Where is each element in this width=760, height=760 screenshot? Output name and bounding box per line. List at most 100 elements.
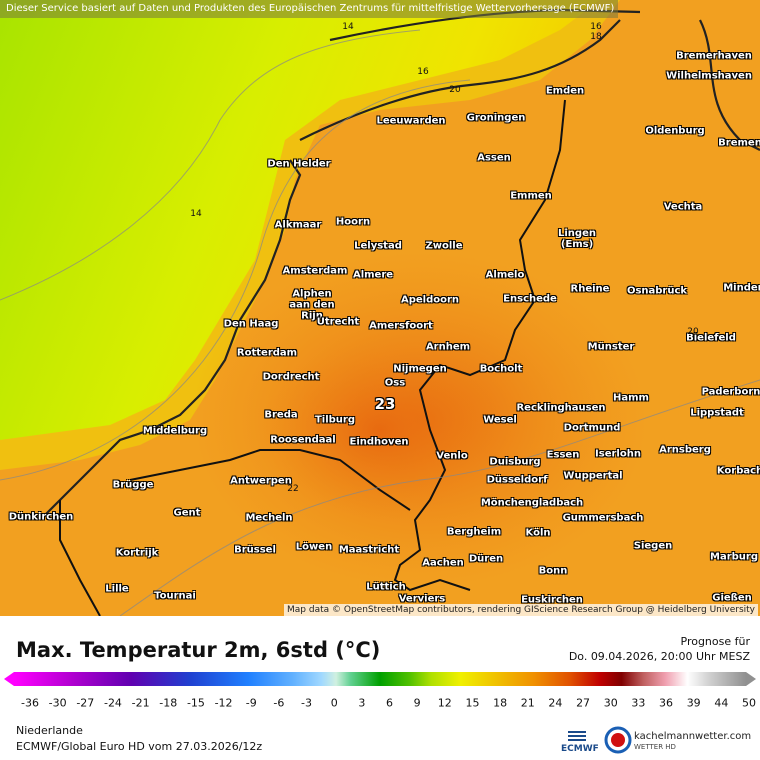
city-label: Den Haag	[223, 318, 279, 330]
colorbar-tick-label: 33	[631, 696, 646, 710]
city-label: Venlo	[436, 450, 468, 462]
colorbar-tick-label: 50	[742, 696, 756, 710]
contour-label: 14	[190, 209, 202, 219]
city-label: Siegen	[633, 540, 673, 552]
city-label: Münster	[587, 341, 635, 353]
forecast-label: Prognose für	[680, 635, 751, 648]
city-label: Almelo	[485, 269, 525, 281]
colorbar-tick-label: -21	[131, 696, 150, 710]
city-label: Wuppertal	[563, 470, 623, 482]
colorbar-tick-label: 15	[465, 696, 480, 710]
city-label: Emden	[545, 85, 585, 97]
colorbar-tick-label: 12	[437, 696, 452, 710]
city-label: Kortrijk	[115, 547, 159, 559]
city-label: Mönchengladbach	[480, 497, 584, 509]
city-label: Oss	[384, 377, 406, 389]
forecast-time: Do. 09.04.2026, 20:00 Uhr MESZ	[568, 650, 750, 663]
city-label: Alphen aan den Rijn	[289, 288, 335, 322]
city-label: Essen	[546, 449, 580, 461]
city-label: Amersfoort	[369, 320, 433, 332]
city-label: Düren	[468, 553, 504, 565]
city-label: Löwen	[295, 541, 333, 553]
city-label: Recklinghausen	[516, 402, 606, 414]
city-label: Hamm	[613, 392, 649, 404]
city-label: Gummersbach	[562, 512, 644, 524]
map-canvas	[0, 0, 760, 616]
colorbar	[14, 672, 746, 686]
city-label: Roosendaal	[270, 434, 336, 446]
city-label: Lüttich	[366, 581, 406, 593]
colorbar-tick-label: 44	[714, 696, 729, 710]
ecmwf-logo: ECMWF	[561, 744, 599, 754]
city-label: Breda	[264, 409, 298, 421]
colorbar-tick-label: 21	[520, 696, 535, 710]
city-label: Hoorn	[335, 216, 371, 228]
site-logo: kachelmannwetter.com	[634, 731, 752, 742]
city-label: Düsseldorf	[486, 474, 548, 486]
colorbar-tick-label: -6	[273, 696, 285, 710]
city-label: Brügge	[112, 479, 154, 491]
colorbar-tick-label: -30	[48, 696, 67, 710]
colorbar-tick-label: -12	[214, 696, 233, 710]
contour-label: 20	[449, 85, 461, 95]
city-label: Alkmaar	[274, 219, 322, 231]
colorbar-tick-label: -9	[245, 696, 257, 710]
colorbar-arrow	[746, 672, 756, 686]
city-label: Leeuwarden	[376, 115, 446, 127]
city-label: Brüssel	[234, 544, 276, 556]
map: Dieser Service basiert auf Daten und Pro…	[0, 0, 760, 616]
city-label: Emmen	[510, 190, 552, 202]
city-label: Utrecht	[316, 316, 360, 328]
city-label: Tilburg	[314, 414, 356, 426]
colorbar-tick-label: 18	[493, 696, 508, 710]
map-attribution: Map data © OpenStreetMap contributors, r…	[284, 604, 758, 616]
city-label: Amsterdam	[282, 265, 348, 277]
city-label: Vechta	[663, 201, 703, 213]
service-notice: Dieser Service basiert auf Daten und Pro…	[0, 0, 618, 18]
city-label: Nijmegen	[393, 363, 447, 375]
colorbar-tick-label: 0	[330, 696, 338, 710]
city-label: Antwerpen	[230, 475, 292, 487]
city-label: Wesel	[483, 414, 517, 426]
colorbar-tick-label: 27	[576, 696, 591, 710]
city-label: Dordrecht	[262, 371, 320, 383]
city-label: Bonn	[538, 565, 568, 577]
chart-title: Max. Temperatur 2m, 6std (°C)	[16, 638, 381, 662]
city-label: Wilhelmshaven	[666, 70, 752, 82]
city-label: Maastricht	[338, 544, 400, 556]
city-label: Gent	[173, 507, 201, 519]
colorbar-tick-label: 24	[548, 696, 563, 710]
city-label: Groningen	[466, 112, 526, 124]
contour-label: 22	[287, 484, 299, 494]
sea	[0, 0, 600, 440]
colorbar-tick-label: -27	[76, 696, 95, 710]
city-label: Verviers	[398, 593, 446, 605]
city-label: Gießen	[712, 592, 752, 604]
city-label: Enschede	[503, 293, 557, 305]
city-label: Den Helder	[267, 158, 331, 170]
city-label: Mecheln	[245, 512, 293, 524]
city-label: Osnabrück	[626, 285, 688, 297]
city-label: Dünkirchen	[8, 511, 74, 523]
colorbar-tick-label: 3	[358, 696, 366, 710]
city-label: Arnhem	[425, 341, 471, 353]
city-label: Bremerhaven	[676, 50, 752, 62]
colorbar-tick-label: -36	[21, 696, 39, 710]
city-label: Euskirchen	[521, 594, 583, 606]
city-label: Eindhoven	[349, 436, 409, 448]
contour-label: 18	[590, 32, 602, 42]
colorbar-tick-label: 6	[386, 696, 393, 710]
city-label: Tournai	[154, 590, 196, 602]
site-tagline: WETTER HD	[634, 743, 676, 751]
city-label: Arnsberg	[659, 444, 711, 456]
city-label: Middelburg	[142, 425, 208, 437]
model-run: ECMWF/Global Euro HD vom 27.03.2026/12z	[16, 740, 263, 753]
contour-label: 16	[590, 22, 602, 32]
colorbar-tick-label: -15	[186, 696, 205, 710]
city-label: Lingen (Ems)	[558, 228, 596, 250]
city-label: Bocholt	[479, 363, 523, 375]
city-label: Lelystad	[354, 240, 402, 252]
city-label: Zwolle	[425, 240, 463, 252]
contour-label: 20	[687, 327, 699, 337]
